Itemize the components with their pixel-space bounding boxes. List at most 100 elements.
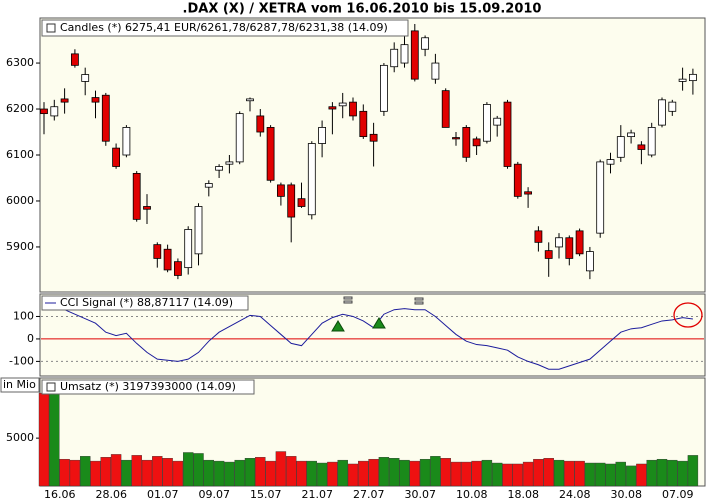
x-tick-label: 09.07 <box>199 488 231 501</box>
volume-bar <box>286 456 297 487</box>
volume-bar <box>502 463 513 487</box>
candle-body <box>627 132 635 138</box>
candle-body <box>194 206 203 255</box>
volume-bar <box>337 459 348 487</box>
volume-bar <box>49 392 60 487</box>
legend-icon <box>46 23 56 33</box>
volume-bar <box>378 457 390 487</box>
volume-bar <box>512 463 523 487</box>
candle-body <box>143 206 151 210</box>
y-tick-label: 6300 <box>6 56 34 69</box>
volume-bar <box>605 463 616 487</box>
volume-bar <box>430 456 441 487</box>
candle-body <box>668 101 677 112</box>
volume-bar <box>172 460 184 487</box>
x-tick-label: 18.08 <box>508 488 540 501</box>
candle-body <box>678 78 687 82</box>
candle-body <box>184 229 193 269</box>
legend-text: CCI Signal (*) 88,87117 (14.09) <box>60 296 233 309</box>
candle-body <box>50 106 59 117</box>
volume-bar <box>265 460 276 487</box>
volume-bar <box>182 452 194 487</box>
volume-bar <box>646 459 657 487</box>
candle-body <box>637 144 646 150</box>
candle-body <box>452 137 460 140</box>
volume-bar <box>275 451 287 487</box>
volume-bar <box>121 459 132 487</box>
candle-body <box>575 230 584 255</box>
y-tick-label: 5000 <box>6 431 34 444</box>
volume-bar <box>224 461 235 487</box>
volume-bar <box>543 458 554 487</box>
candle-body <box>122 127 131 156</box>
candle-body <box>369 133 378 142</box>
volume-bar <box>656 458 668 487</box>
buy-signal <box>372 317 386 329</box>
candle-body <box>163 248 172 271</box>
volume-bar <box>234 459 245 487</box>
candle-body <box>132 172 141 220</box>
cci-line <box>43 300 693 370</box>
volume-bar <box>316 462 328 487</box>
candle-body <box>534 230 543 243</box>
candle-body <box>307 143 316 216</box>
x-tick-label: 15.07 <box>250 488 282 501</box>
volume-bar <box>90 460 101 487</box>
volume-bar <box>615 461 626 487</box>
candle-body <box>328 106 337 110</box>
candle-body <box>81 74 90 82</box>
y-tick-label: 0 <box>27 332 34 345</box>
volume-bar <box>244 458 256 487</box>
volume-bar <box>79 456 91 487</box>
x-tick-label: 28.06 <box>96 488 128 501</box>
volume-bar <box>306 460 317 487</box>
candle-body <box>421 37 430 50</box>
volume-bar <box>564 460 575 487</box>
candle-body <box>235 113 244 163</box>
candle-body <box>91 97 100 103</box>
candle-body <box>349 101 357 117</box>
volume-bar <box>110 454 122 487</box>
candle-body <box>689 73 697 82</box>
volume-bar <box>553 459 565 487</box>
candle-body <box>596 161 605 234</box>
candle-body <box>616 136 625 158</box>
y-tick-label: 5900 <box>6 240 34 253</box>
x-tick-label: 07.09 <box>662 488 694 501</box>
volume-bar <box>296 460 307 487</box>
candle-body <box>441 90 450 128</box>
marks: 16.06 28.06 01.07 09.07 15.07 21.07 27.07 30.07… <box>6 23 704 501</box>
candle-body <box>472 138 481 147</box>
x-tick-label: 01.07 <box>147 488 179 501</box>
candle-body <box>225 161 234 165</box>
volume-bar <box>687 455 699 487</box>
volume-bar <box>399 459 410 487</box>
volume-bar <box>213 460 225 487</box>
price-panel <box>39 17 706 293</box>
candle-body <box>586 251 594 272</box>
x-tick-label: 30.07 <box>405 488 437 501</box>
volume-bar <box>38 392 50 487</box>
highlight-circle <box>673 302 703 328</box>
volume-bar <box>450 461 462 487</box>
volume-bar <box>100 457 112 487</box>
legend-icon <box>46 382 56 392</box>
volume-bar <box>193 453 204 487</box>
volume-bar <box>358 460 369 487</box>
x-tick-label: 24.08 <box>559 488 591 501</box>
volume-bar <box>152 456 163 487</box>
candle-body <box>338 102 347 107</box>
legend-box <box>41 379 255 395</box>
candle-body <box>431 62 440 80</box>
candle-body <box>462 127 471 158</box>
volume-bar <box>471 460 482 487</box>
x-tick-label: 30.08 <box>611 488 643 501</box>
volume-bar <box>141 459 153 487</box>
volume-bar <box>595 462 606 487</box>
candle-body <box>379 64 388 112</box>
volume-bar <box>440 458 451 487</box>
candle-body <box>71 53 79 66</box>
candle-body <box>400 44 409 64</box>
candle-body <box>390 48 399 68</box>
